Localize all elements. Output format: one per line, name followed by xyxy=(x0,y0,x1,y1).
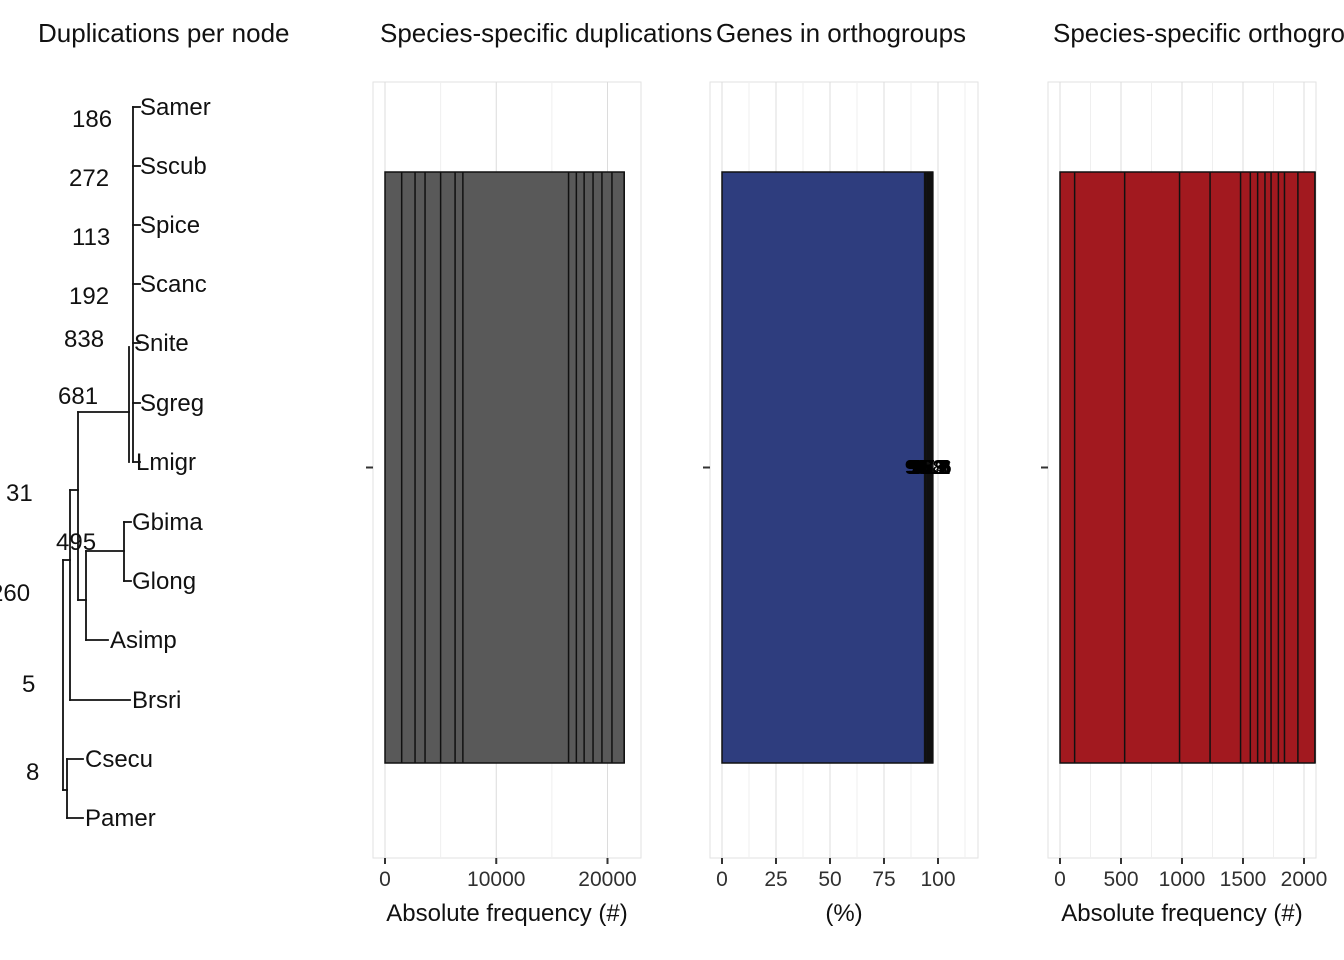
bar-value-label: 94.9 xyxy=(907,457,946,479)
node-label: 5 xyxy=(22,671,35,698)
bar-value-label: 94.3 xyxy=(906,457,945,479)
species-label: Scanc xyxy=(140,271,207,298)
species-label: Lmigr xyxy=(136,449,196,476)
x-tick-label: 75 xyxy=(872,868,895,891)
node-label: 260 xyxy=(0,580,30,607)
species-label: Asimp xyxy=(110,627,177,654)
bar-value-label: 97.3 xyxy=(912,457,951,479)
bar-value-label: 97.1 xyxy=(912,457,951,479)
bar-value-label: 96.9 xyxy=(911,457,950,479)
x-axis-title: Absolute frequency (#) xyxy=(1061,900,1302,927)
species-label: Csecu xyxy=(85,746,153,773)
x-tick-label: 0 xyxy=(379,868,391,891)
bar-value-label: 96.5 xyxy=(910,457,949,479)
node-label: 113 xyxy=(72,224,110,251)
node-label: 8 xyxy=(26,759,39,786)
x-axis-title: (%) xyxy=(825,900,862,927)
x-tick-label: 0 xyxy=(716,868,728,891)
panel-title-species-specific-duplications: Species-specific duplications xyxy=(380,18,713,48)
node-label: 272 xyxy=(69,165,109,192)
species-label: Samer xyxy=(140,94,211,121)
bar-value-label: 95.7 xyxy=(909,457,948,479)
x-tick-label: 1500 xyxy=(1220,868,1267,891)
species-label: Brsri xyxy=(132,687,181,714)
x-tick-label: 100 xyxy=(920,868,955,891)
species-label: Pamer xyxy=(85,805,156,832)
bar-value-label: 96.8 xyxy=(911,457,950,479)
panel-title-species-specific-orthogroups: Species-specific orthogroups xyxy=(1053,18,1344,48)
x-tick-label: 50 xyxy=(818,868,841,891)
x-tick-label: 1000 xyxy=(1159,868,1206,891)
panel-title-genes-in-orthogroups: Genes in orthogroups xyxy=(716,18,967,48)
node-label: 31 xyxy=(6,480,33,507)
bar-value-label: 95.1 xyxy=(907,457,946,479)
x-tick-label: 2000 xyxy=(1281,868,1328,891)
node-label: 681 xyxy=(58,383,98,410)
species-label: Spice xyxy=(140,212,200,239)
bar xyxy=(721,171,934,764)
bar xyxy=(384,171,625,764)
x-tick-label: 25 xyxy=(764,868,787,891)
bar xyxy=(1059,171,1316,764)
panel-title-duplications-per-node: Duplications per node xyxy=(38,18,290,48)
species-label: Glong xyxy=(132,568,196,595)
bar-value-label: 96.2 xyxy=(910,457,949,479)
x-tick-label: 20000 xyxy=(578,868,636,891)
x-axis-title: Absolute frequency (#) xyxy=(386,900,627,927)
x-tick-label: 10000 xyxy=(467,868,525,891)
species-label: Gbima xyxy=(132,509,203,536)
node-label: 192 xyxy=(69,283,109,310)
x-tick-label: 0 xyxy=(1054,868,1066,891)
node-label: 186 xyxy=(72,106,112,133)
bar-value-label: 97.6 xyxy=(913,457,952,479)
bar-value-label: 93.8 xyxy=(905,457,944,479)
node-label: 495 xyxy=(56,529,96,556)
species-label: Snite xyxy=(134,330,189,357)
species-label: Sgreg xyxy=(140,390,204,417)
node-label: 838 xyxy=(64,326,104,353)
species-label: Sscub xyxy=(140,153,207,180)
x-tick-label: 500 xyxy=(1103,868,1138,891)
bar-value-label: 95.4 xyxy=(908,457,947,479)
